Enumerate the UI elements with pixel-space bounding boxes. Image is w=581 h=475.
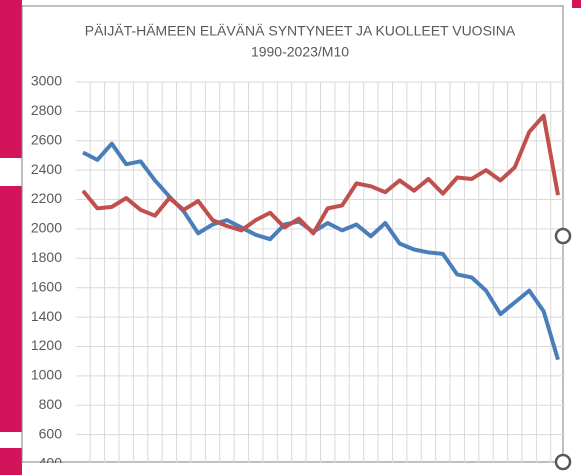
y-tick-label: 1200 <box>31 337 62 353</box>
y-tick-label: 1600 <box>31 278 62 294</box>
y-tick-label: 3000 <box>31 73 62 89</box>
y-tick-label: 600 <box>39 425 63 441</box>
chart-title: PÄIJÄT-HÄMEEN ELÄVÄNÄ SYNTYNEET JA KUOLL… <box>85 23 516 39</box>
y-tick-label: 2200 <box>31 190 62 206</box>
y-tick-label: 2000 <box>31 220 62 236</box>
decor-bar <box>0 0 22 158</box>
resize-handle[interactable] <box>554 227 572 245</box>
decor-bar <box>572 0 581 8</box>
y-tick-label: 1800 <box>31 249 62 265</box>
decor-bar <box>0 448 22 475</box>
data-line <box>82 141 560 361</box>
y-tick-label: 1400 <box>31 308 62 324</box>
y-tick-label: 2600 <box>31 131 62 147</box>
chart-title: 1990-2023/M10 <box>251 44 349 60</box>
y-tick-label: 2400 <box>31 161 62 177</box>
plot: PÄIJÄT-HÄMEEN ELÄVÄNÄ SYNTYNEET JA KUOLL… <box>31 23 565 471</box>
resize-handle[interactable] <box>554 453 572 471</box>
chart-frame <box>21 5 564 463</box>
decor-bar <box>0 186 22 432</box>
y-tick-label: 2800 <box>31 102 62 118</box>
y-tick-label: 1000 <box>31 367 62 383</box>
data-line <box>81 113 560 236</box>
y-tick-label: 800 <box>39 396 63 412</box>
y-tick-label: 400 <box>39 455 63 471</box>
